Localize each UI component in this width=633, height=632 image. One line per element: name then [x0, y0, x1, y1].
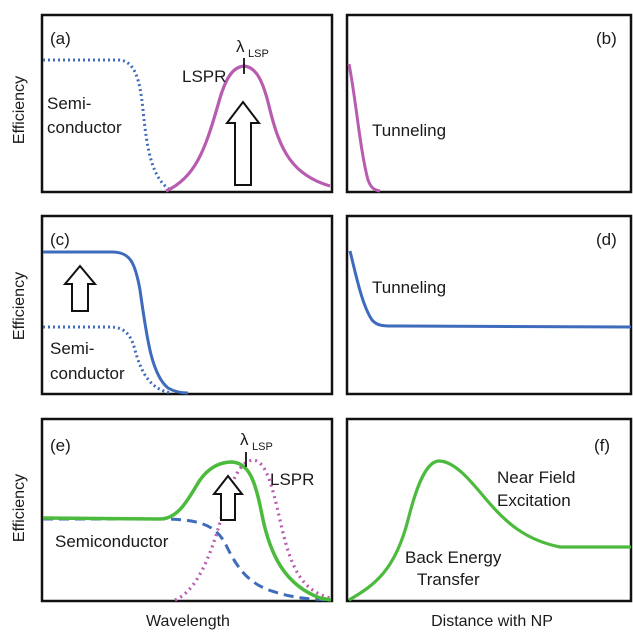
panel-f-near-label-2: Excitation: [497, 491, 571, 510]
y-axis-label-middle: Efficiency: [11, 272, 28, 340]
panel-f-frame: [345, 417, 633, 603]
panel-e: (e) λ LSP LSPR Semiconductor: [40, 417, 334, 603]
panel-d-frame: [345, 214, 633, 396]
panel-e-up-arrow-icon: [211, 474, 245, 521]
panel-e-semiconductor-curve: [43, 517, 332, 602]
panel-e-lambda-sub: LSP: [252, 441, 273, 453]
panel-a-lambda: λ: [236, 37, 245, 56]
panel-e-lspr-curve: [174, 458, 331, 602]
panel-a-lspr-label: LSPR: [182, 67, 226, 86]
panel-e-combined-curve: [42, 460, 332, 602]
panel-b-tag: (b): [596, 29, 617, 48]
panel-f-efficiency-curve: [348, 459, 631, 602]
panel-e-frame: [40, 417, 334, 603]
panel-a-semi-label-2: conductor: [47, 118, 122, 137]
panel-d-tunneling-curve: [348, 250, 632, 329]
panel-f: (f) Near Field Excitation Back Energy Tr…: [345, 417, 633, 603]
panel-c-tag: (c): [50, 230, 70, 249]
panel-d-tag: (d): [596, 230, 617, 249]
x-axis-label-wavelength: Wavelength: [146, 613, 230, 630]
y-axis-label-top: Efficiency: [11, 76, 28, 144]
panel-e-lspr-label: LSPR: [270, 470, 314, 489]
panel-b-tunneling-curve: [347, 63, 381, 193]
panel-c-semi-label-1: Semi-: [50, 339, 94, 358]
panel-a-up-arrow-icon: [224, 100, 262, 186]
panel-e-tag: (e): [50, 436, 71, 455]
panel-d: (d) Tunneling: [345, 214, 633, 396]
panel-f-back-label-1: Back Energy: [405, 548, 502, 567]
panel-a-semi-label-1: Semi-: [47, 94, 91, 113]
panel-a-tag: (a): [50, 29, 71, 48]
panel-f-tag: (f): [594, 436, 610, 455]
x-axis-label-distance: Distance with NP: [431, 613, 553, 630]
panel-b-frame: [345, 13, 633, 194]
panel-e-lambda: λ: [240, 430, 249, 449]
panel-a-semiconductor-curve: [43, 58, 173, 193]
panel-c: (c) Semi- conductor: [40, 214, 334, 396]
panel-c-up-arrow-icon: [62, 264, 98, 312]
panel-b: (b) Tunneling: [345, 13, 633, 194]
panel-f-near-label-1: Near Field: [497, 468, 575, 487]
panel-d-tunneling-label: Tunneling: [372, 278, 446, 297]
panel-a-frame: [40, 13, 334, 194]
y-axis-label-bottom: Efficiency: [11, 474, 28, 542]
panel-c-enhanced-curve: [43, 250, 189, 395]
panel-e-semi-label: Semiconductor: [55, 532, 169, 551]
panel-a: (a) λ LSP LSPR Semi- conductor: [40, 13, 334, 194]
panel-f-back-label-2: Transfer: [417, 570, 480, 589]
panel-c-semiconductor-curve: [43, 325, 173, 395]
panel-a-lambda-sub: LSP: [248, 48, 269, 60]
panel-b-tunneling-label: Tunneling: [372, 121, 446, 140]
panel-c-semi-label-2: conductor: [50, 364, 125, 383]
